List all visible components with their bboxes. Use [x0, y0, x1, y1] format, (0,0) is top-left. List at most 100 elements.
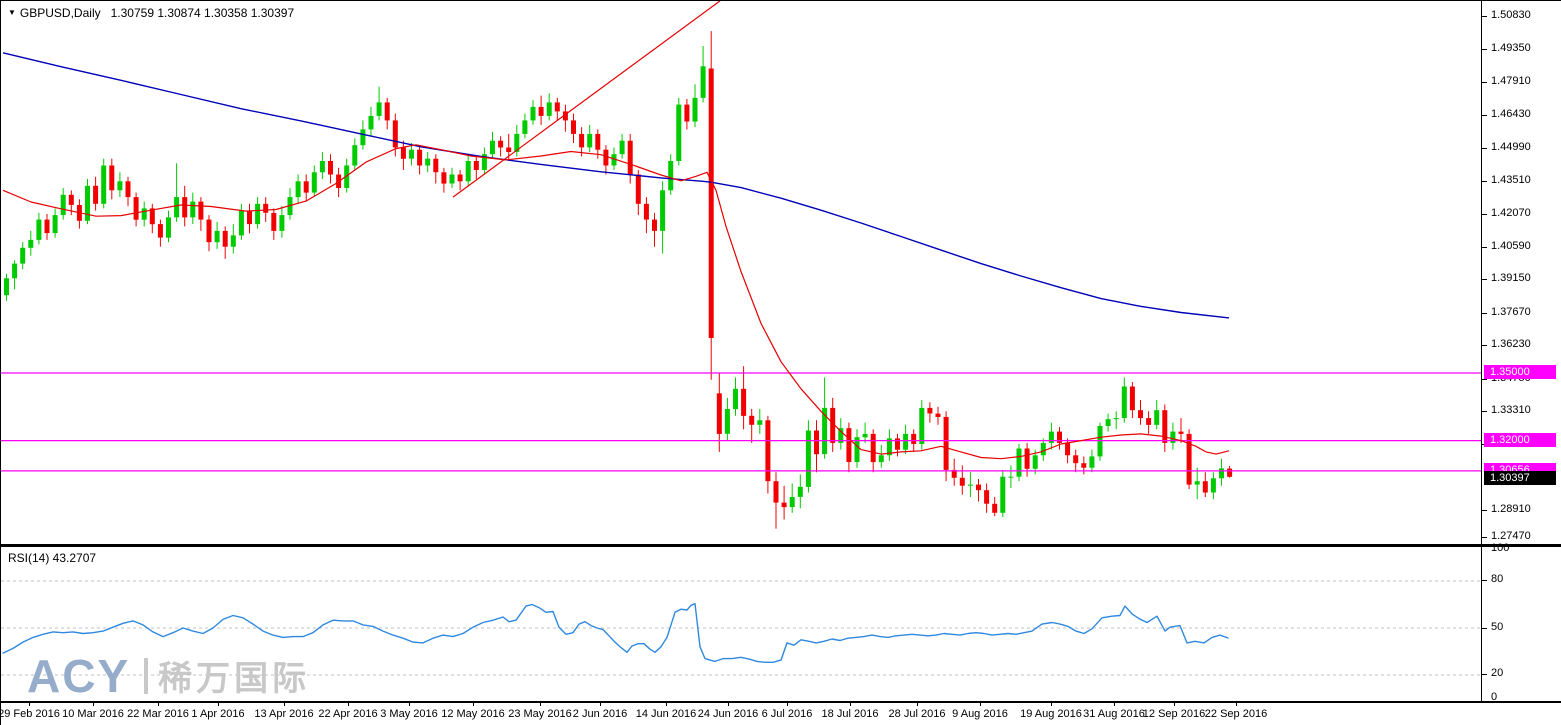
symbol-caret-icon[interactable]: ▼ [8, 8, 16, 17]
bull-candle [490, 140, 495, 155]
time-axis-tick [980, 701, 981, 706]
bear-candle [1073, 455, 1079, 464]
bear-candle [1024, 448, 1030, 469]
time-axis-label: 23 May 2016 [508, 708, 572, 720]
time-axis-label: 19 Aug 2016 [1020, 708, 1082, 720]
bear-candle [303, 181, 309, 193]
rsi-pane[interactable] [1, 547, 1482, 701]
time-axis-label: 29 Feb 2016 [0, 708, 60, 720]
bull-candle [1121, 386, 1127, 419]
bull-candle [425, 158, 431, 166]
bear-candle [1081, 463, 1087, 468]
bull-candle [344, 165, 350, 189]
price-axis-tick [1482, 82, 1487, 83]
time-axis-label: 2 Jun 2016 [572, 708, 628, 720]
time-axis-tick [158, 701, 159, 706]
bear-candle [603, 149, 609, 166]
watermark-divider [144, 657, 149, 694]
time-axis-tick [850, 701, 851, 706]
bear-candle [911, 433, 917, 444]
bull-candle [481, 154, 487, 170]
bull-candle [676, 104, 682, 161]
time-axis[interactable]: 29 Feb 2016 10 Mar 2016 22 Mar 2016 1 Apr 2… [0, 701, 1561, 725]
price-axis-border [1481, 1, 1482, 701]
time-axis-label: 22 Apr 2016 [318, 708, 378, 720]
rsi-chart-canvas[interactable] [1, 547, 1482, 701]
bull-candle [838, 428, 844, 443]
time-axis-tick [1114, 701, 1115, 706]
price-chart-canvas[interactable] [1, 1, 1482, 546]
bear-candle [538, 106, 544, 116]
time-axis-label: 22 Mar 2016 [127, 708, 189, 720]
bear-candle [814, 430, 819, 455]
bear-candle [846, 428, 852, 462]
pane-separator[interactable] [1, 544, 1561, 547]
watermark-chinese-text: 稀万国际 [158, 660, 311, 698]
broker-watermark: ACY 稀万国际 [27, 651, 310, 700]
bull-candle [668, 161, 674, 191]
bear-candle [384, 102, 390, 121]
price-axis-tick [1482, 148, 1487, 149]
price-axis-label: 1.37670 [1491, 306, 1531, 318]
time-axis-tick [29, 701, 30, 706]
time-axis-tick [1236, 701, 1237, 706]
price-axis-label: 1.33310 [1491, 404, 1531, 416]
price-axis-tick [1482, 115, 1487, 116]
bull-candle [319, 161, 325, 173]
bull-candle [611, 154, 617, 166]
bull-candle [886, 438, 892, 456]
bull-candle [919, 407, 925, 444]
time-axis-tick [600, 701, 601, 706]
bull-candle [522, 120, 528, 134]
bear-candle [498, 140, 504, 148]
price-axis-tick [1482, 247, 1487, 248]
bear-candle [392, 120, 398, 148]
bull-candle [101, 165, 107, 204]
bull-candle [546, 102, 552, 116]
time-axis-label: 13 Apr 2016 [254, 708, 314, 720]
bull-candle [660, 190, 666, 231]
price-axis-tick [1482, 345, 1487, 346]
bull-candle [465, 161, 471, 182]
bull-candle [190, 201, 196, 218]
price-pane[interactable] [1, 1, 1482, 546]
price-axis-tick [1482, 411, 1487, 412]
bear-candle [571, 120, 576, 134]
bull-candle [733, 388, 738, 410]
bull-candle [52, 215, 58, 234]
bear-candle [133, 197, 139, 220]
time-axis-tick [348, 701, 349, 706]
ohlc-values: 1.30759 1.30874 1.30358 1.30397 [110, 6, 295, 20]
bear-candle [1202, 481, 1208, 493]
bear-candle [992, 503, 998, 513]
time-axis-label: 14 Jun 2016 [635, 708, 697, 720]
bull-candle [514, 133, 520, 152]
bear-candle [109, 165, 115, 191]
bear-candle [749, 415, 755, 425]
bear-candle [579, 133, 585, 148]
bull-candle [1113, 418, 1119, 420]
bull-candle [903, 433, 909, 450]
bear-candle [935, 413, 941, 417]
bull-candle [1105, 419, 1111, 426]
bear-candle [554, 102, 560, 112]
price-axis-label: 1.40590 [1491, 240, 1531, 252]
bull-candle [20, 247, 26, 264]
bull-candle [166, 217, 171, 238]
bull-candle [238, 210, 244, 236]
price-axis-label: 1.49350 [1491, 42, 1531, 54]
bull-candle [789, 497, 795, 508]
bear-candle [773, 481, 779, 503]
bear-candle [149, 208, 155, 225]
bear-candle [206, 219, 212, 243]
trendline[interactable] [452, 1, 721, 198]
price-axis-label: 1.28910 [1491, 503, 1531, 515]
price-axis[interactable]: 1.50830 1.49350 1.47910 1.46430 1.44990 1.435… [1482, 1, 1561, 703]
bull-candle [255, 203, 261, 225]
time-axis-label: 12 Sep 2016 [1142, 708, 1206, 720]
bull-candle [368, 115, 374, 130]
bull-candle [1210, 478, 1216, 493]
time-axis-tick [540, 701, 541, 706]
bull-candle [279, 215, 285, 231]
price-axis-tick [1482, 279, 1487, 280]
